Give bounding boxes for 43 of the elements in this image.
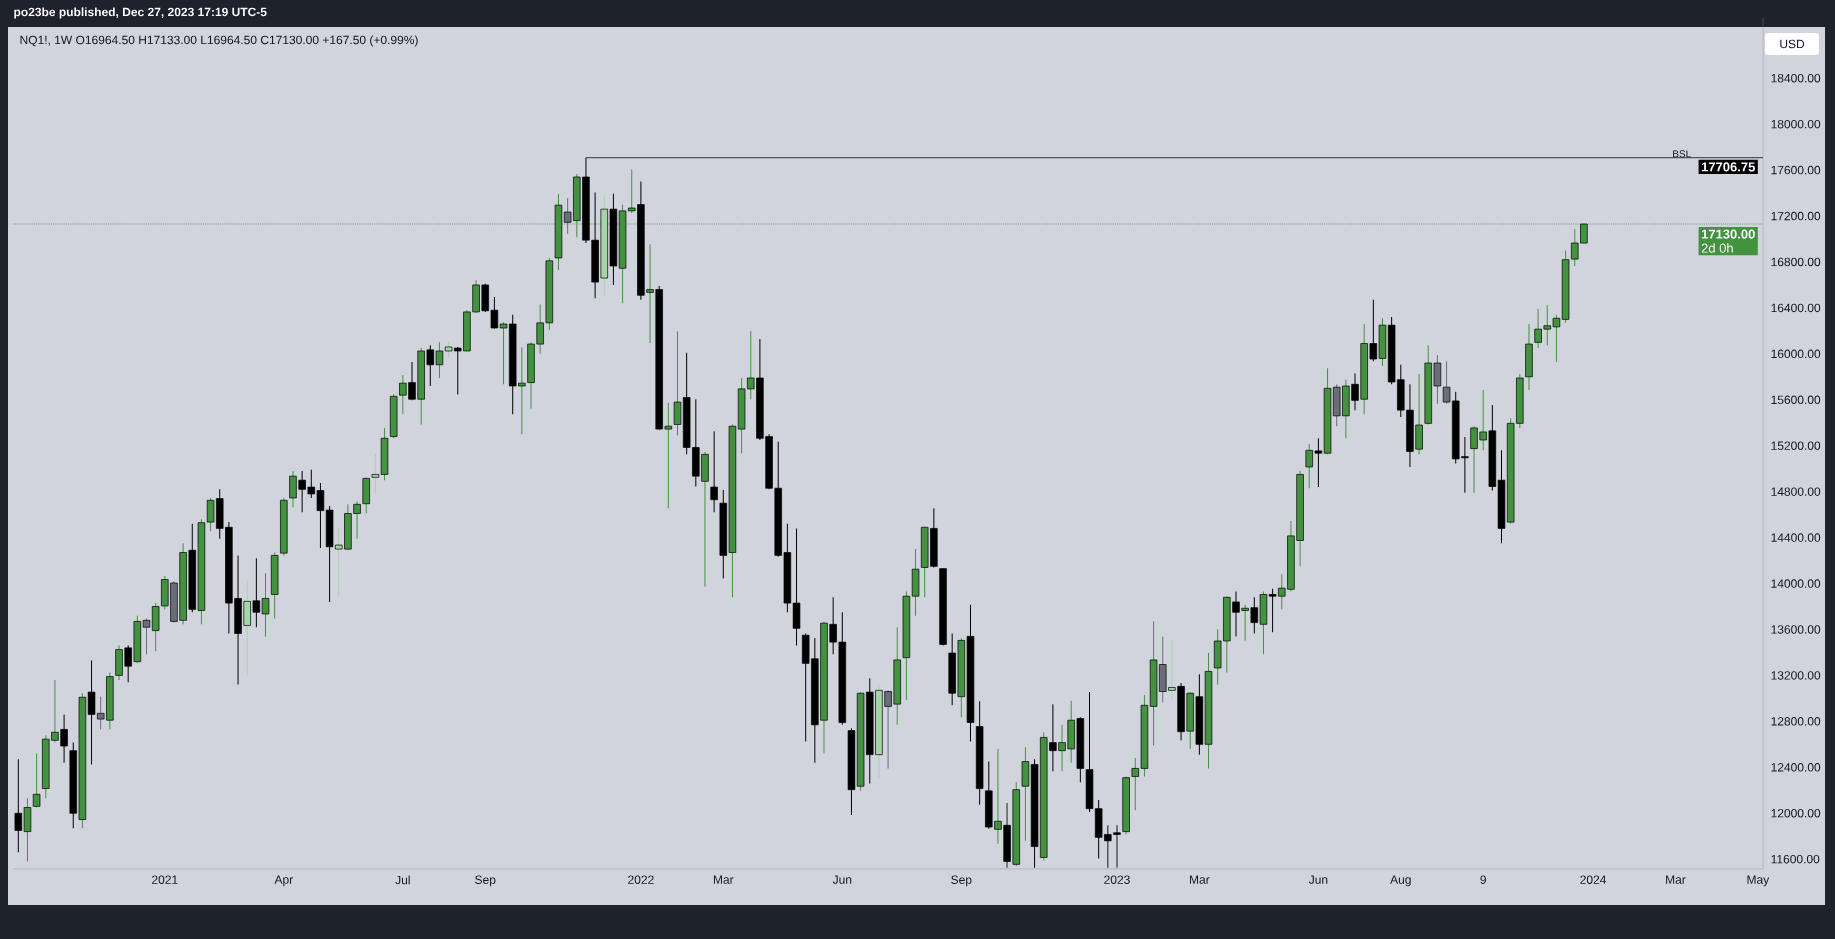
y-tick-label: 15600.00: [1771, 395, 1821, 405]
y-tick-label: 18000.00: [1771, 119, 1821, 129]
candlestick: [710, 430, 718, 513]
x-tick-label: 2022: [628, 875, 654, 884]
x-tick-label: Jul: [395, 875, 410, 885]
x-tick-label: Aug: [1390, 875, 1411, 887]
x-tick-label: 2024: [1580, 875, 1607, 884]
y-tick-label: 16800.00: [1771, 257, 1821, 267]
y-tick-label: 12000.00: [1771, 809, 1821, 818]
annotation: 17706.75: [1701, 162, 1755, 172]
x-tick-label: 2021: [152, 875, 178, 884]
x-tick-label: 9: [1480, 875, 1486, 884]
y-tick-label: 14800.00: [1771, 487, 1821, 496]
annotation: 17130.00: [1701, 229, 1755, 239]
x-tick-label: May: [1747, 875, 1770, 887]
y-tick-label: 16000.00: [1771, 349, 1821, 359]
x-tick-label: Mar: [1666, 875, 1686, 884]
y-tick-label: 18400.00: [1771, 73, 1821, 83]
y-tick-label: 14000.00: [1771, 579, 1821, 588]
ref-line-label: BSL: [1673, 150, 1691, 158]
x-tick-label: Jun: [1308, 875, 1328, 884]
y-tick-label: 11600.00: [1771, 854, 1820, 864]
x-tick-label: Apr: [274, 875, 293, 887]
text: NQ1!, 1W O16964.50 H17133.00 L16964.50 C17130.00 +167.50 (+0.99%): [20, 35, 418, 47]
x-tick-label: Sep: [475, 875, 496, 887]
x-tick-label: Jun: [832, 875, 852, 884]
y-tick-label: 17200.00: [1771, 211, 1821, 221]
y-tick-label: 15200.00: [1771, 441, 1821, 450]
y-tick-label: 12800.00: [1771, 717, 1821, 726]
y-tick-label: 14400.00: [1771, 533, 1821, 542]
candlestick: [32, 753, 41, 808]
y-tick-label: 13200.00: [1771, 671, 1821, 680]
y-tick-label: 13600.00: [1771, 625, 1821, 634]
y-tick-label: 16400.00: [1771, 303, 1821, 313]
x-tick-label: Mar: [713, 875, 734, 884]
y-tick-label: 17600.00: [1771, 165, 1821, 175]
annotation: po23be published, Dec 27, 2023 17:19 UTC-5: [14, 7, 267, 19]
x-tick-label: Mar: [1190, 875, 1210, 884]
text: USD: [1780, 39, 1805, 49]
y-tick-label: 12400.00: [1771, 763, 1821, 772]
x-tick-label: Sep: [951, 875, 972, 887]
x-tick-label: 2023: [1104, 875, 1130, 884]
ref-line-label: 2d 0h: [1701, 243, 1733, 253]
